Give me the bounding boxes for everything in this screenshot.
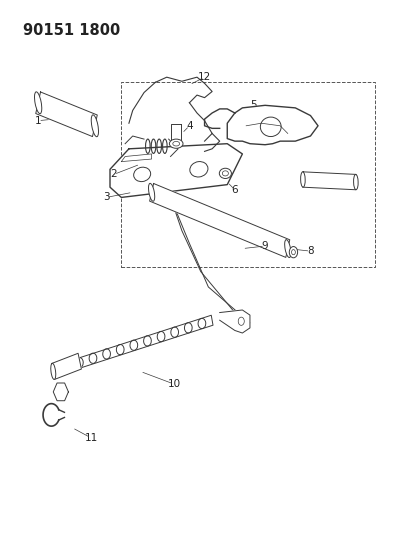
Ellipse shape (91, 115, 98, 136)
Text: 11: 11 (84, 433, 98, 443)
Text: 90151 1800: 90151 1800 (23, 23, 120, 38)
Ellipse shape (35, 92, 42, 114)
Ellipse shape (51, 364, 56, 379)
Polygon shape (227, 106, 318, 145)
Ellipse shape (190, 161, 208, 177)
Text: 9: 9 (262, 241, 268, 251)
Polygon shape (53, 383, 69, 401)
Ellipse shape (292, 249, 296, 255)
Text: 8: 8 (307, 246, 314, 256)
Ellipse shape (169, 139, 183, 148)
Text: 1: 1 (35, 116, 41, 126)
Text: 2: 2 (110, 169, 117, 180)
Ellipse shape (301, 172, 305, 187)
Text: 10: 10 (168, 379, 181, 389)
Polygon shape (171, 124, 181, 144)
Polygon shape (220, 310, 250, 333)
Ellipse shape (149, 183, 155, 201)
Ellipse shape (173, 141, 180, 146)
Ellipse shape (222, 171, 229, 176)
Polygon shape (150, 183, 290, 257)
Text: 12: 12 (198, 72, 211, 82)
Circle shape (238, 317, 244, 325)
Text: 6: 6 (232, 185, 238, 195)
Text: 5: 5 (251, 100, 257, 110)
Polygon shape (52, 353, 82, 379)
Ellipse shape (134, 167, 151, 182)
Ellipse shape (353, 174, 358, 190)
Ellipse shape (219, 168, 231, 179)
Ellipse shape (289, 247, 297, 258)
Text: 7: 7 (337, 177, 344, 187)
Polygon shape (110, 144, 242, 197)
Polygon shape (64, 315, 213, 373)
Polygon shape (303, 172, 356, 190)
Ellipse shape (260, 117, 281, 136)
Ellipse shape (285, 240, 291, 257)
Text: 3: 3 (103, 192, 110, 203)
Polygon shape (36, 92, 97, 136)
Text: 4: 4 (186, 121, 193, 131)
